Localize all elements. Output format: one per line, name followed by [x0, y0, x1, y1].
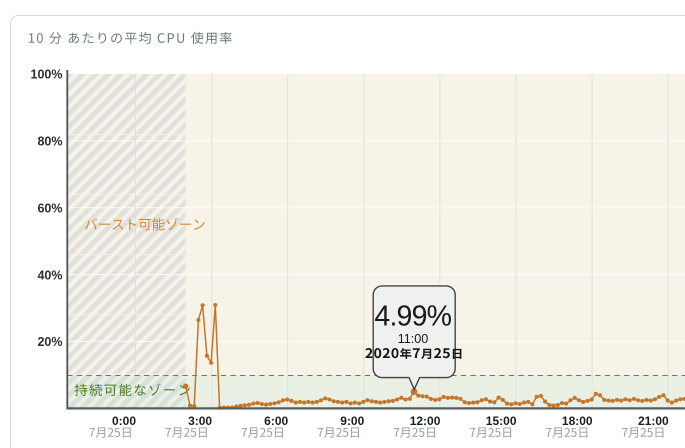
svg-text:3:00: 3:00 — [188, 414, 212, 428]
svg-text:0:00: 0:00 — [112, 414, 136, 428]
svg-text:12:00: 12:00 — [410, 414, 441, 428]
svg-text:15:00: 15:00 — [486, 414, 517, 428]
svg-text:20%: 20% — [37, 335, 62, 349]
svg-text:80%: 80% — [37, 135, 62, 149]
svg-text:9:00: 9:00 — [340, 414, 364, 428]
svg-text:18:00: 18:00 — [562, 414, 593, 428]
svg-text:100%: 100% — [31, 68, 63, 82]
svg-text:6:00: 6:00 — [264, 414, 288, 428]
svg-text:40%: 40% — [37, 268, 62, 282]
svg-text:60%: 60% — [37, 201, 62, 215]
svg-text:4.99%: 4.99% — [374, 301, 451, 333]
svg-text:21:00: 21:00 — [638, 414, 669, 428]
svg-text:11:00: 11:00 — [398, 332, 429, 346]
